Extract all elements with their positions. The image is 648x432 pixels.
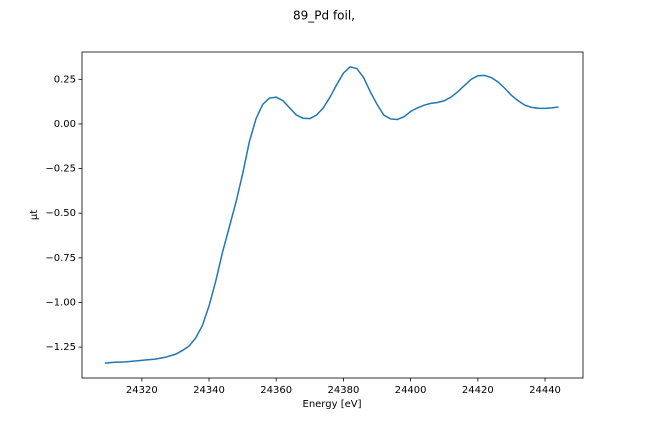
x-tick-label: 24360	[260, 385, 292, 396]
y-tick-label: −1.25	[45, 342, 76, 353]
x-tick-label: 24420	[462, 385, 494, 396]
y-tick-label: −0.50	[45, 208, 76, 219]
line	[104, 65, 559, 364]
y-axis-label: μt	[29, 210, 40, 220]
y-tick-label: 0.00	[54, 119, 76, 130]
x-axis-label: Energy [eV]	[303, 399, 362, 410]
y-tick-label: −0.25	[45, 164, 76, 175]
y-tick-label: 0.25	[54, 74, 76, 85]
x-tick-label: 24380	[328, 385, 360, 396]
y-tick-label: −0.75	[45, 253, 76, 264]
x-tick-label: 24440	[529, 385, 561, 396]
chart-title: 89_Pd foil,	[293, 9, 355, 23]
x-tick-label: 24320	[126, 385, 158, 396]
y-tick-label: −1.00	[45, 297, 76, 308]
plot-frame	[81, 51, 584, 379]
x-tick-label: 24400	[395, 385, 427, 396]
x-tick-label: 24340	[193, 385, 225, 396]
